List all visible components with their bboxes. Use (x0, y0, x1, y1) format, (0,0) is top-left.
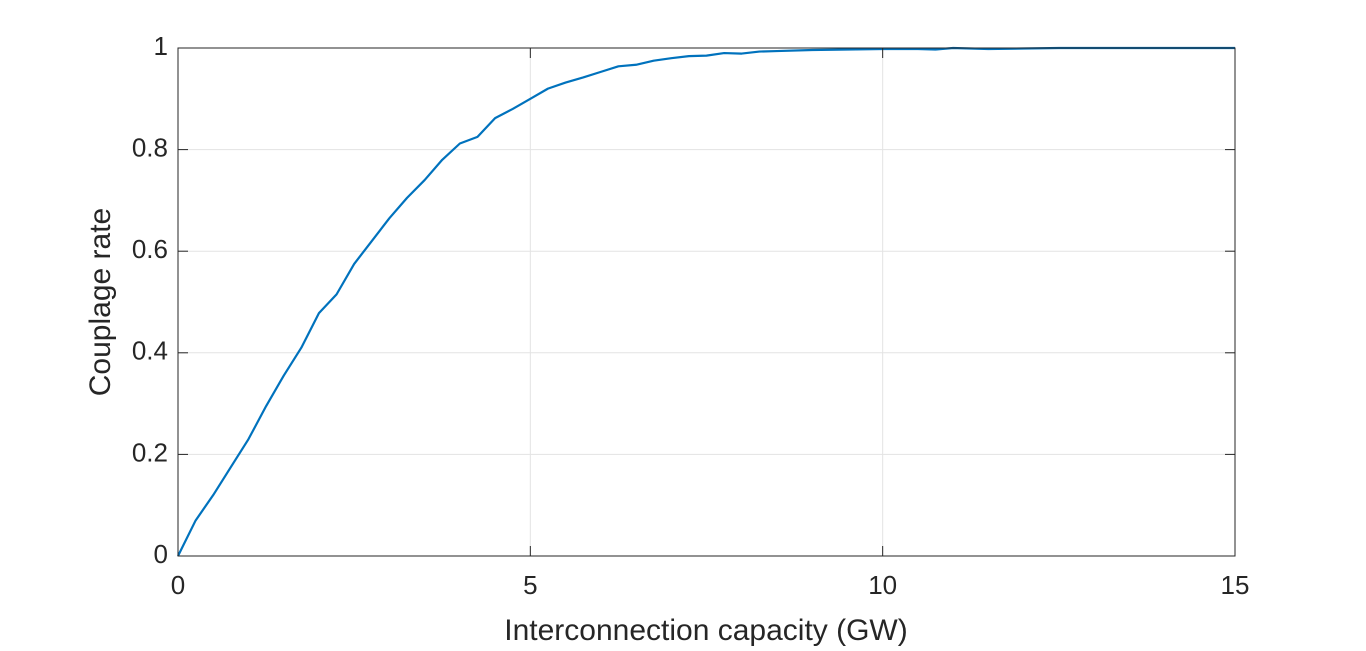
y-tick-label: 0.8 (132, 132, 168, 162)
y-tick-label: 0 (154, 539, 168, 569)
y-tick-label: 0.4 (132, 336, 168, 366)
x-tick-label: 15 (1221, 570, 1250, 600)
x-tick-label: 10 (868, 570, 897, 600)
x-axis-label: Interconnection capacity (GW) (504, 614, 908, 647)
plot-box (177, 47, 1236, 557)
y-axis-label: Couplage rate (84, 208, 117, 396)
y-tick-label: 0.6 (132, 234, 168, 264)
data-line (177, 46, 1235, 557)
x-tick-label: 5 (523, 570, 537, 600)
y-tick-label: 0.2 (132, 437, 168, 467)
y-tick-label: 1 (154, 31, 168, 61)
x-tick-label: 0 (171, 570, 185, 600)
